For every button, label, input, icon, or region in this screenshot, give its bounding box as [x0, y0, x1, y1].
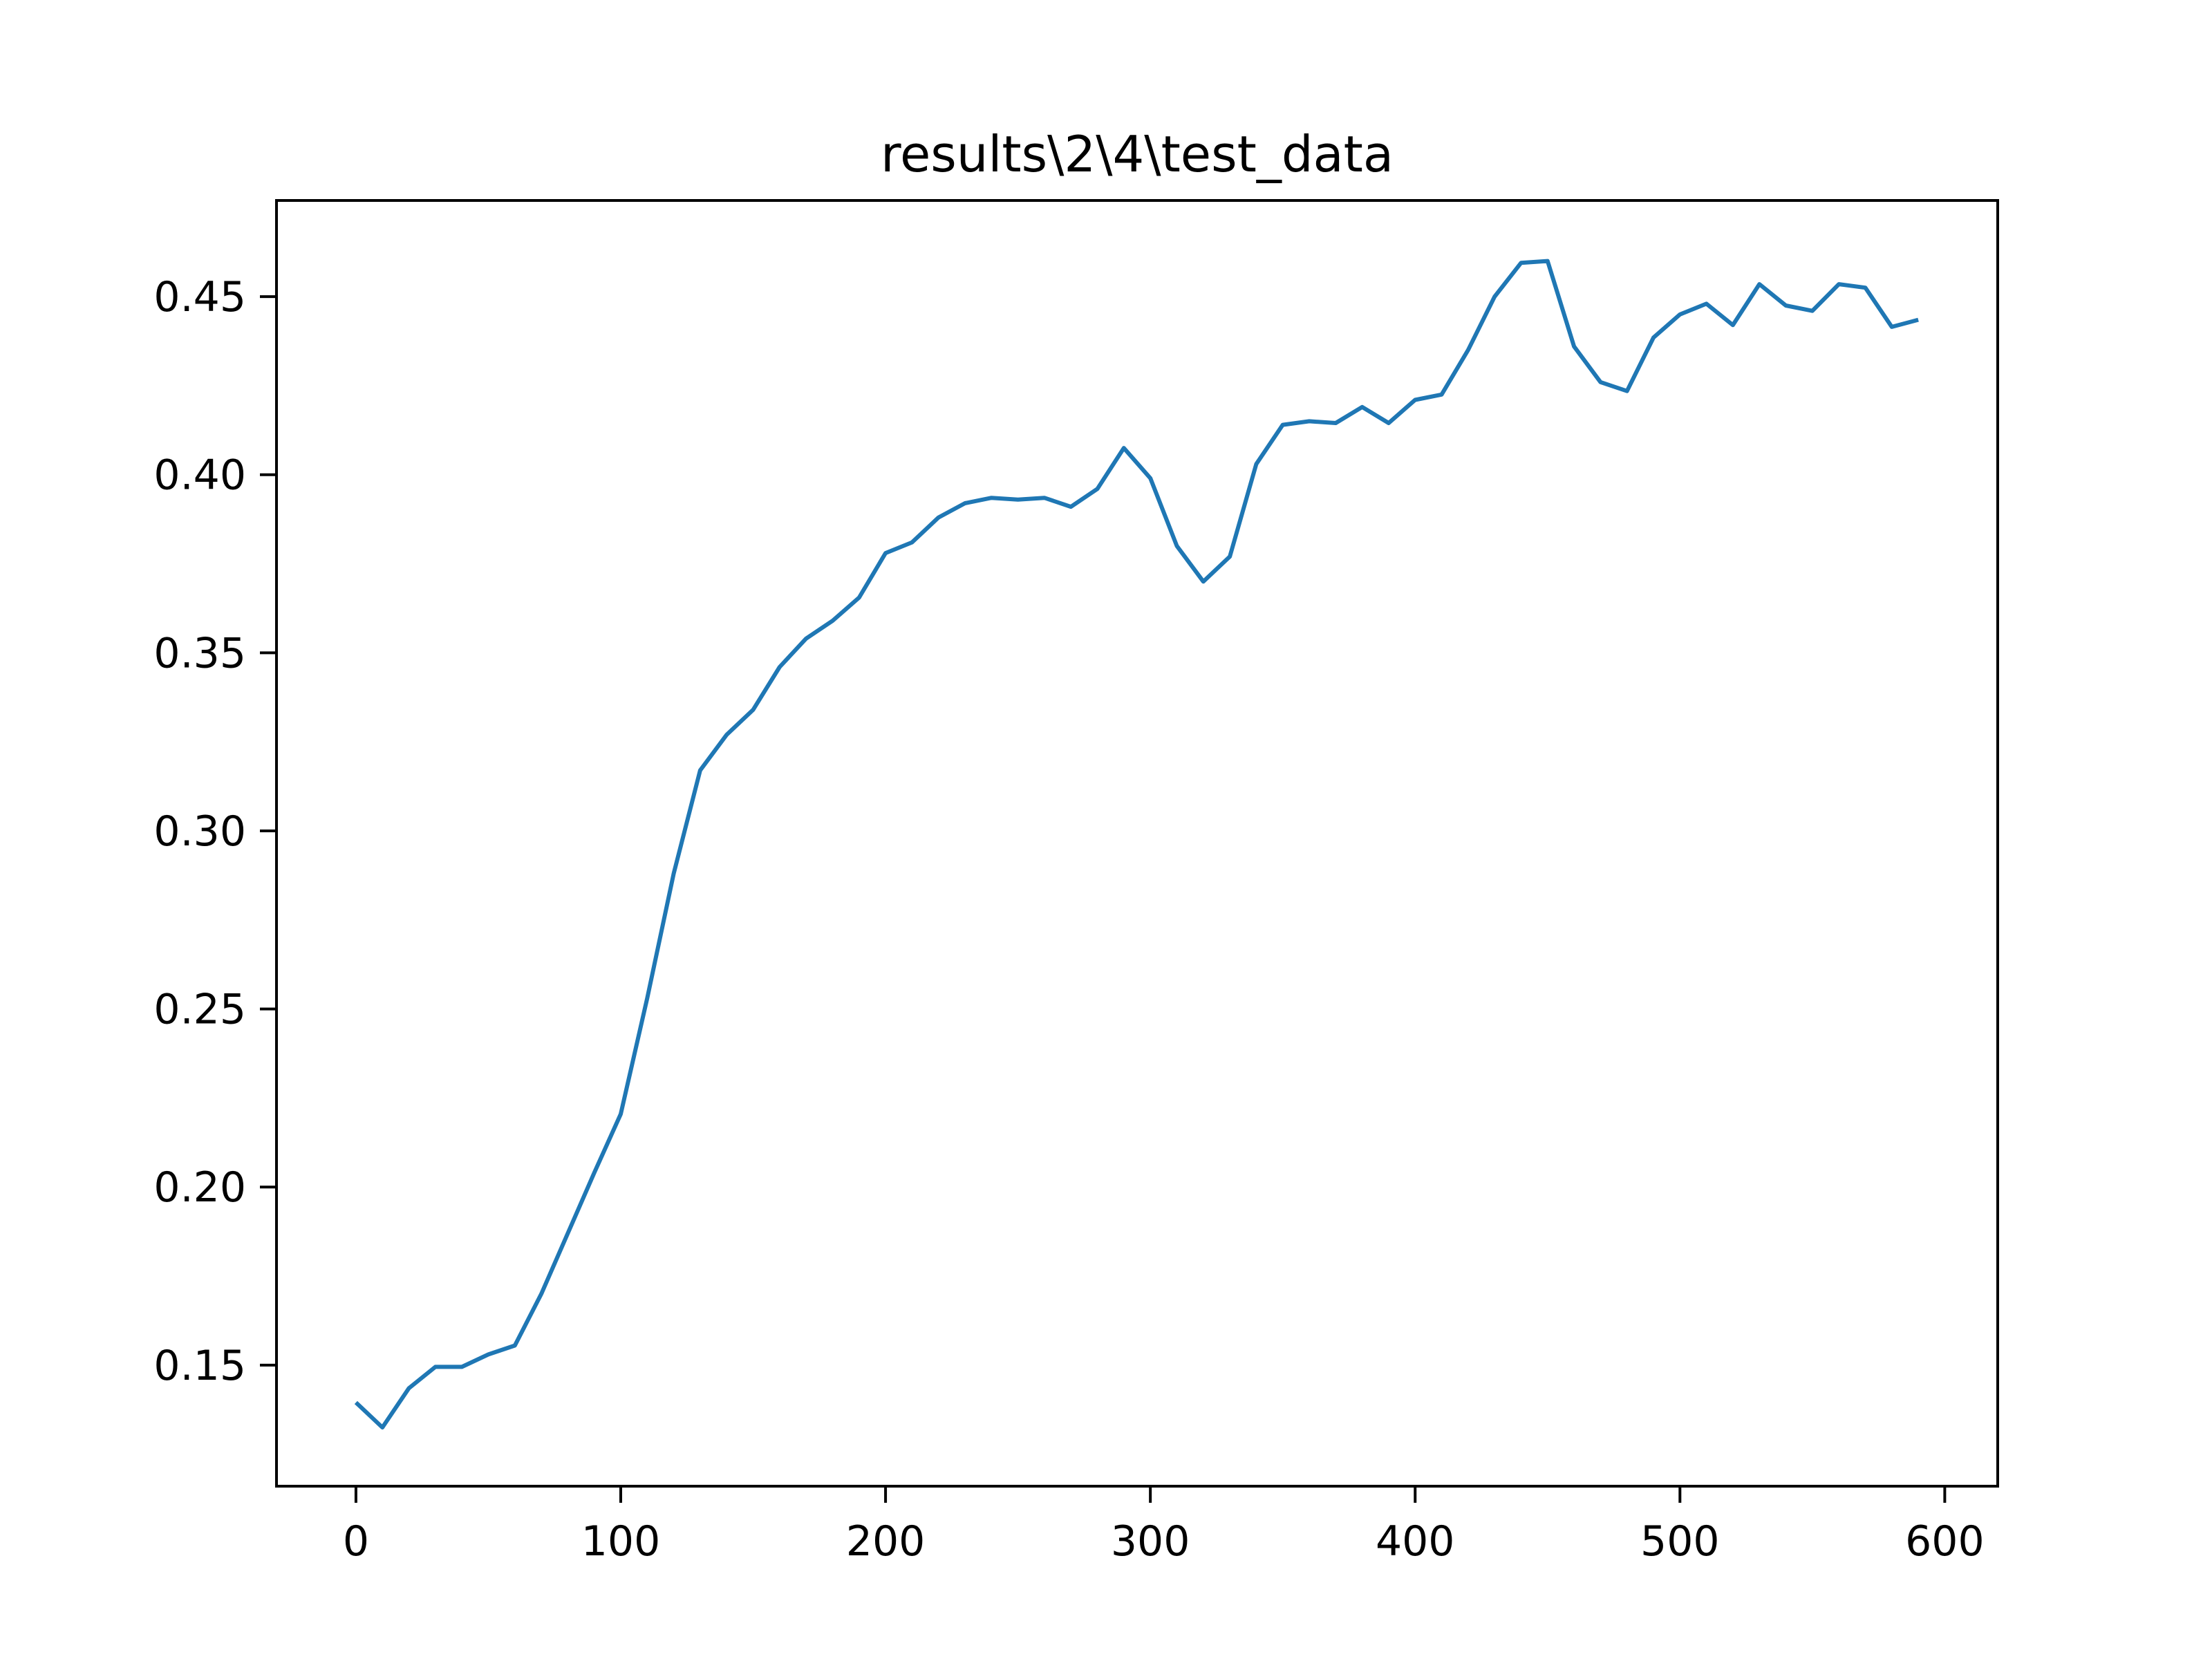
axes-frame	[275, 199, 1999, 1488]
x-tick-label: 400	[1376, 1517, 1455, 1566]
plot-area	[354, 259, 1919, 1430]
y-tick-label: 0.30	[153, 807, 246, 856]
y-tick-label: 0.40	[153, 451, 246, 500]
y-tick-label: 0.20	[153, 1163, 246, 1212]
y-axis: 0.15 0.20 0.25 0.30 0.35 0.40 0.45	[153, 273, 276, 1390]
x-tick-label: 0	[343, 1517, 369, 1566]
x-tick-label: 300	[1111, 1517, 1190, 1566]
y-tick-label: 0.35	[153, 629, 246, 677]
y-tick-label: 0.15	[153, 1342, 246, 1390]
x-tick-label: 500	[1640, 1517, 1720, 1566]
y-tick-label: 0.25	[153, 986, 246, 1034]
x-axis: 0 100 200 300 400 500 600	[343, 1486, 1985, 1566]
x-tick-label: 100	[581, 1517, 661, 1566]
chart-title: results\2\4\test_data	[881, 125, 1394, 183]
y-tick-label: 0.45	[153, 273, 246, 321]
x-tick-label: 600	[1905, 1517, 1985, 1566]
x-tick-label: 200	[846, 1517, 926, 1566]
series-line-0	[354, 259, 1919, 1430]
